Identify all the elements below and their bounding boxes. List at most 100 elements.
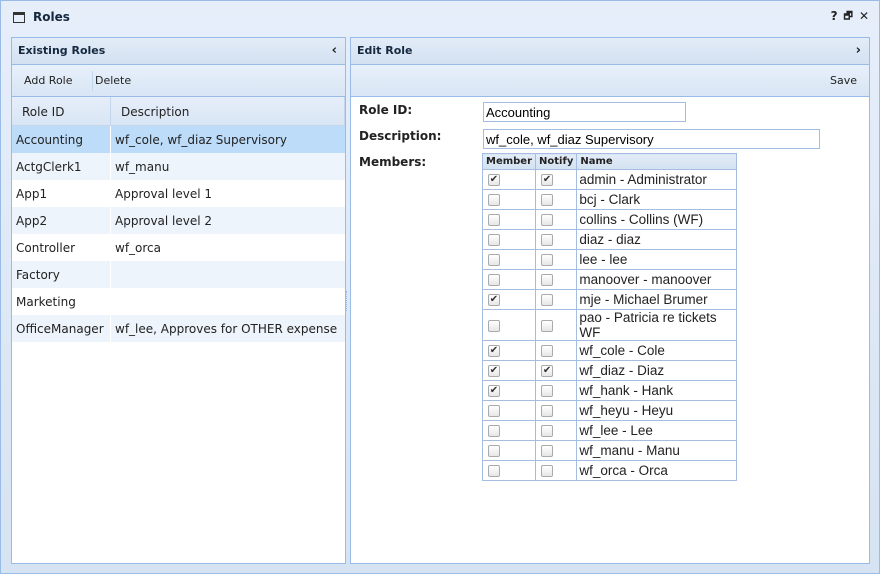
member-checkbox[interactable]: [488, 214, 500, 227]
description-label: Description:: [359, 129, 442, 143]
member-row: bcj - Clark: [481, 189, 738, 210]
splitter-handle[interactable]: [346, 291, 348, 311]
members-label: Members:: [359, 155, 427, 169]
notify-checkbox[interactable]: [541, 254, 554, 267]
role-id-cell: Accounting: [12, 126, 111, 153]
column-role-id[interactable]: Role ID: [12, 97, 111, 125]
member-name: wf_manu - Manu: [576, 440, 738, 461]
role-id-input[interactable]: [483, 102, 686, 122]
close-icon[interactable]: ✕: [858, 9, 869, 23]
member-name: lee - lee: [576, 249, 738, 270]
member-row: ✔ mje - Michael Brumer: [481, 289, 738, 310]
member-name: admin - Administrator: [576, 169, 738, 190]
member-checkbox[interactable]: [488, 194, 500, 207]
member-row: wf_manu - Manu: [481, 440, 738, 461]
member-row: diaz - diaz: [481, 229, 738, 250]
member-checkbox[interactable]: ✔: [488, 365, 500, 378]
role-id-cell: ActgClerk1: [12, 153, 111, 180]
member-name: wf_cole - Cole: [576, 340, 738, 361]
grid-header: Role ID Description: [12, 97, 345, 126]
description-cell: Approval level 2: [115, 213, 213, 228]
table-row[interactable]: Controller wf_orca: [12, 234, 345, 261]
column-name: Name: [576, 153, 738, 170]
table-row[interactable]: App2 Approval level 2: [12, 207, 345, 234]
member-name: diaz - diaz: [576, 229, 738, 250]
member-checkbox[interactable]: [488, 254, 500, 267]
title-bar: Roles ? 🗗 ✕: [1, 1, 879, 35]
description-cell: wf_orca: [115, 240, 162, 255]
role-id-cell: App2: [12, 207, 111, 234]
column-member: Member: [481, 153, 537, 170]
add-role-button[interactable]: Add Role: [24, 74, 73, 87]
member-row: wf_lee - Lee: [481, 420, 738, 441]
member-row: wf_orca - Orca: [481, 460, 738, 481]
member-checkbox[interactable]: ✔: [488, 294, 500, 307]
notify-checkbox[interactable]: [541, 425, 554, 438]
notify-checkbox[interactable]: [541, 214, 554, 227]
roles-toolbar: Add Role Delete: [12, 65, 345, 97]
expand-chevron-icon[interactable]: ›: [855, 43, 861, 58]
table-row[interactable]: Marketing: [12, 288, 345, 315]
member-name: manoover - manoover: [576, 269, 738, 290]
notify-checkbox[interactable]: [541, 294, 554, 307]
member-row: wf_heyu - Heyu: [481, 400, 738, 421]
member-name: wf_lee - Lee: [576, 420, 738, 441]
notify-checkbox[interactable]: [541, 274, 554, 287]
edit-toolbar: Save: [351, 65, 869, 97]
member-row: pao - Patricia re tickets WF: [481, 309, 738, 341]
member-checkbox[interactable]: [488, 465, 500, 478]
role-id-cell: Controller: [12, 234, 111, 261]
help-icon[interactable]: ?: [830, 9, 838, 23]
save-button[interactable]: Save: [829, 74, 857, 87]
notify-checkbox[interactable]: [541, 405, 554, 418]
member-row: ✔ wf_hank - Hank: [481, 380, 738, 401]
notify-checkbox[interactable]: [541, 445, 554, 458]
role-id-cell: OfficeManager: [12, 315, 111, 342]
member-checkbox[interactable]: [488, 445, 500, 458]
member-name: wf_heyu - Heyu: [576, 400, 738, 421]
column-description[interactable]: Description: [111, 97, 345, 125]
description-cell: wf_lee, Approves for OTHER expense: [115, 321, 338, 336]
table-row[interactable]: Factory: [12, 261, 345, 288]
window-icon: [13, 12, 25, 23]
delete-button[interactable]: Delete: [95, 74, 132, 87]
member-name: pao - Patricia re tickets WF: [576, 309, 738, 341]
role-id-label: Role ID:: [359, 103, 413, 117]
member-checkbox[interactable]: [488, 234, 500, 247]
restore-icon[interactable]: 🗗: [843, 11, 853, 22]
notify-checkbox[interactable]: ✔: [541, 365, 554, 378]
member-checkbox[interactable]: ✔: [488, 385, 500, 398]
table-row[interactable]: ActgClerk1 wf_manu: [12, 153, 345, 180]
member-checkbox[interactable]: [488, 425, 500, 438]
member-checkbox[interactable]: [488, 319, 500, 332]
notify-checkbox[interactable]: ✔: [541, 174, 554, 187]
member-checkbox[interactable]: ✔: [488, 345, 500, 358]
member-row: ✔ ✔ admin - Administrator: [481, 169, 738, 190]
member-name: wf_hank - Hank: [576, 380, 738, 401]
member-checkbox[interactable]: [488, 274, 500, 287]
table-row[interactable]: OfficeManager wf_lee, Approves for OTHER …: [12, 315, 345, 342]
panel-title: Edit Role: [357, 44, 413, 57]
notify-checkbox[interactable]: [541, 345, 554, 358]
notify-checkbox[interactable]: [541, 385, 554, 398]
table-row[interactable]: App1 Approval level 1: [12, 180, 345, 207]
role-id-cell: App1: [12, 180, 111, 207]
member-row: ✔ wf_cole - Cole: [481, 340, 738, 361]
member-name: mje - Michael Brumer: [576, 289, 738, 310]
description-cell: wf_cole, wf_diaz Supervisory: [115, 132, 288, 147]
collapse-chevron-icon[interactable]: ‹: [331, 43, 337, 58]
member-name: collins - Collins (WF): [576, 209, 738, 230]
description-cell: Approval level 1: [115, 186, 213, 201]
notify-checkbox[interactable]: [541, 319, 554, 332]
notify-checkbox[interactable]: [541, 194, 554, 207]
notify-checkbox[interactable]: [541, 465, 554, 478]
column-notify: Notify: [535, 153, 578, 170]
table-row[interactable]: Accounting wf_cole, wf_diaz Supervisory: [12, 126, 345, 153]
description-input[interactable]: [483, 129, 820, 149]
member-checkbox[interactable]: [488, 405, 500, 418]
members-table: Member Notify Name ✔ ✔ admin - Administrat…: [481, 153, 738, 481]
notify-checkbox[interactable]: [541, 234, 554, 247]
member-name: bcj - Clark: [576, 189, 738, 210]
member-checkbox[interactable]: ✔: [488, 174, 500, 187]
